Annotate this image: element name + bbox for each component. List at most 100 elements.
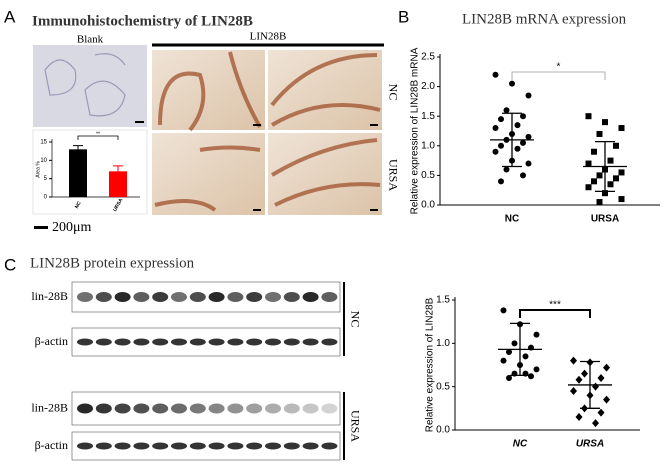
y-tick-label: 0.0 [421,200,435,211]
blot-band [302,292,319,302]
data-point [570,387,577,395]
data-point [618,125,625,132]
data-point [581,369,588,378]
blot-band [133,292,150,302]
data-point [596,199,603,206]
scale-mark [253,124,378,211]
significance-label: * [557,62,561,73]
data-point [607,181,614,188]
blot-row-label: β-actin [35,334,68,348]
data-point [592,419,599,428]
micrograph-detail [154,51,381,212]
blot-band [171,442,187,450]
error-bar [113,165,123,172]
data-point [492,148,499,155]
blot-band [227,403,244,414]
blot-band [189,403,206,414]
data-point [525,92,532,99]
blot-band [77,338,93,346]
y-tick-label: 0.5 [436,381,450,392]
x-tick-label: NC [505,214,519,225]
micrograph [268,133,382,215]
panel-title: Immunohistochemistry of LIN28B [32,13,253,29]
data-point [498,142,504,149]
scale-label: 200μm [52,220,92,235]
data-point [533,366,540,373]
micrograph [152,50,265,130]
y-tick-label: 1.0 [421,140,435,151]
y-tick-label: 0.0 [436,425,450,436]
blot-band [208,292,225,302]
y-tick-label: 0.5 [421,170,435,181]
data-point [533,331,540,338]
blot-band [321,403,338,414]
data-point [520,139,526,146]
blot-band [283,403,300,414]
blot-band [227,442,244,450]
data-point [575,375,583,384]
data-point [520,113,526,120]
blot-band [152,338,169,346]
data-point [520,172,526,179]
data-point [492,125,499,132]
significance-bracket [511,71,606,80]
data-point [522,353,529,360]
blot-band [77,403,93,414]
blot-band [265,403,281,414]
y-tick-label: 5 [44,176,48,182]
blot-band [265,292,281,302]
data-point [585,160,592,167]
blot-band [77,442,93,450]
bar [69,149,87,197]
blot-group-label: NC [348,311,362,328]
row-label: NC [386,84,400,101]
blot-band [95,292,112,302]
x-tick-label: URSA [591,214,619,225]
blot-band [171,403,187,414]
y-tick-label: 10 [40,158,47,164]
blot-band [227,292,244,302]
bar [109,171,127,197]
blot-band [208,403,225,414]
sd-bar [502,112,522,168]
data-point [591,148,597,155]
significance-bracket [77,135,119,140]
sd-bar [580,360,600,409]
blank-label: Blank [77,34,104,46]
data-point [503,166,510,173]
blot-band [114,403,131,414]
significance-label: ** [96,131,100,137]
data-point [607,157,614,164]
data-point [602,119,608,126]
blot-band [133,338,150,346]
data-point [503,107,510,114]
data-point [603,395,610,404]
y-tick-label: 1.5 [436,295,450,306]
micrograph-detail [44,53,126,117]
data-point [509,80,515,87]
panel-title: LIN28B protein expression [30,255,195,271]
blot-band [114,338,131,346]
data-point [592,382,599,391]
blot-band [95,403,112,414]
blot-band [189,442,206,450]
blot-band [321,442,338,450]
blot-band [133,442,150,450]
blot-row-label: lin-28B [31,289,68,303]
data-point [613,142,619,149]
blot-row-label: β-actin [35,438,68,452]
blot-band [114,292,131,302]
blot-band [77,292,93,302]
significance-label: *** [549,300,561,311]
y-tick-label: 1.0 [436,338,450,349]
y-axis-label: Relative expression of LIN28B [425,297,436,432]
y-axis-label: Relative expression of LIN28B mRNA [410,47,421,214]
data-point [525,160,532,167]
data-point [500,357,507,364]
data-point [506,349,512,355]
blot-band [321,338,338,346]
blot-band [246,442,263,450]
blot-band [302,338,319,346]
data-point [498,178,504,185]
